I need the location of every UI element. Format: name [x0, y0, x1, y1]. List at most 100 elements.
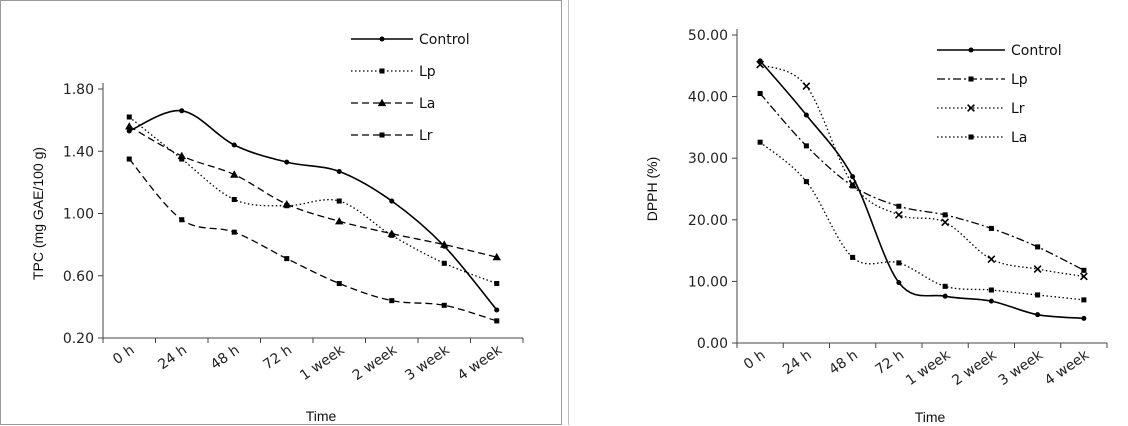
chart1-y-tick-label: 50.00 [688, 28, 728, 44]
chart0-series-lr-point [494, 318, 500, 324]
chart0-series-lr-point [179, 217, 185, 223]
chart1-x-tick-label: 0 h [741, 347, 768, 373]
chart0-series-control-point [494, 307, 500, 313]
chart0-series-control-point [389, 198, 395, 204]
chart1-series-control-point [1081, 315, 1087, 321]
chart0-series-lp-point [126, 114, 132, 120]
chart0-y-tick-label: 1.40 [63, 144, 94, 160]
chart1-legend-lr-marker [967, 104, 975, 112]
chart1-series-lr-point [802, 82, 811, 91]
chart1-series-la-point [896, 260, 902, 266]
chart1-legend-la-label: La [1011, 130, 1027, 146]
chart1-series-lr-point [941, 218, 950, 227]
chart1-series-control-point [942, 293, 948, 299]
chart0-series-control-line [128, 109, 498, 311]
chart0-series-lp-line [128, 116, 498, 285]
chart1-series-la-point [757, 139, 763, 145]
chart1-series-lp-point [942, 212, 948, 218]
chart1-x-tick-label: 2 week [949, 347, 1000, 389]
chart0-series-la-point [492, 252, 501, 261]
chart0-legend-la-marker [377, 98, 387, 107]
chart1-series-la-point [1035, 292, 1041, 298]
chart0-y-axis-label: TPC (mg GAE/100 g) [30, 147, 46, 280]
chart0-legend-lp-label: Lp [419, 64, 436, 80]
chart1-series-control [757, 58, 1087, 321]
chart1-series-lr-point [756, 60, 765, 69]
chart0-y-tick-label: 1.80 [63, 82, 94, 98]
chart1-x-tick-label: 24 h [780, 347, 815, 378]
chart0-series-control-point [231, 142, 237, 148]
chart0-x-tick-label: 3 week [402, 342, 453, 384]
chart1-legend-control-label: Control [1011, 43, 1062, 59]
chart1-series-lr-point [848, 180, 857, 188]
chart0-y-tick-label: 0.60 [63, 269, 94, 285]
chart0-series-lr-point [336, 281, 342, 287]
chart1-x-axis-label: Time [915, 409, 946, 425]
chart0-legend-control: Control [351, 32, 470, 48]
chart1-series-lp-point [1035, 244, 1041, 250]
chart0-x-tick-label: 24 h [155, 342, 190, 373]
chart0-legend-lr-label: Lr [419, 128, 433, 144]
chart1-legend-control: Control [937, 43, 1062, 59]
chart0-legend-la-label: La [419, 96, 435, 112]
chart1-series-lp [757, 91, 1087, 273]
chart1-x-tick-label: 1 week [903, 347, 954, 389]
chart1-legend-lp: Lp [937, 72, 1028, 88]
chart1-y-axis-label: DPPH (%) [644, 157, 660, 222]
chart1-series-la [757, 139, 1087, 303]
chart0-legend-lp-marker [379, 68, 385, 74]
chart0-x-tick-label: 2 week [350, 342, 401, 384]
chart0-series-lr-point [126, 156, 132, 162]
chart0-legend-control-marker [379, 36, 385, 42]
chart0-series-lp-point [494, 281, 500, 287]
chart0-legend-control-label: Control [419, 32, 470, 48]
chart1-x-tick-label: 72 h [872, 347, 907, 378]
chart1-y-tick-label: 40.00 [688, 90, 728, 106]
chart0-y-tick-label: 0.20 [63, 331, 94, 347]
chart1-legend-lr: Lr [937, 101, 1025, 117]
chart1-legend-la-marker [968, 134, 974, 140]
chart1-series-control-line [759, 60, 1084, 320]
chart0-y-tick-label: 1.00 [63, 207, 94, 223]
chart1-series-control-point [757, 58, 763, 64]
chart1-series-la-point [988, 287, 994, 293]
chart1-series-la-point [803, 179, 809, 185]
chart0-series-lr-line [128, 158, 497, 322]
dpph-chart-svg: 0.00 10.00 20.00 30.00 40.00 50.00 0 h 24 h 48 h… [644, 28, 1108, 425]
chart0-series-lp-point [441, 260, 447, 266]
chart1-series-lr-line [759, 63, 1085, 278]
chart-panel-dpph: 0.00 10.00 20.00 30.00 40.00 50.00 0 h 24 h 48 h… [568, 0, 1128, 425]
chart1-series-lp-point [803, 143, 809, 149]
chart1-series-lp-point [1081, 267, 1087, 273]
chart0-series-lr-point [231, 229, 237, 235]
chart0-legend-la: La [351, 96, 435, 112]
chart0-series-lr-point [441, 302, 447, 308]
chart1-series-lp-point [757, 91, 763, 97]
chart0-x-axis-label: Time [306, 408, 337, 424]
chart0-series-control [126, 108, 500, 313]
chart1-x-tick-label: 4 week [1042, 347, 1093, 389]
chart0-x-tick-label: 0 h [110, 342, 137, 368]
chart1-series-la-point [942, 283, 948, 289]
chart1-series-control-point [1035, 312, 1041, 318]
chart0-series-la-point [230, 170, 239, 178]
chart1-series-la-point [850, 254, 856, 260]
chart0-series-lp-point [336, 198, 342, 204]
chart1-series-control-point [896, 280, 902, 286]
chart0-series-lr [126, 156, 500, 324]
chart1-series-lr-point [894, 210, 903, 219]
chart0-series-la-point [440, 240, 449, 248]
chart1-series-la-point [1081, 297, 1087, 303]
chart0-x-tick-label: 4 week [455, 342, 506, 384]
chart1-series-la-line [759, 141, 1084, 301]
chart1-legend-lr-label: Lr [1011, 101, 1025, 117]
chart0-series-lp [126, 114, 500, 287]
chart0-legend-lr: Lr [351, 128, 433, 144]
chart1-y-tick-label: 0.00 [697, 336, 728, 352]
chart1-x-tick-label: 3 week [996, 347, 1047, 389]
chart1-series-lr [756, 60, 1088, 281]
chart0-series-control-point [179, 108, 185, 114]
chart1-series-lr-point [1033, 265, 1042, 274]
